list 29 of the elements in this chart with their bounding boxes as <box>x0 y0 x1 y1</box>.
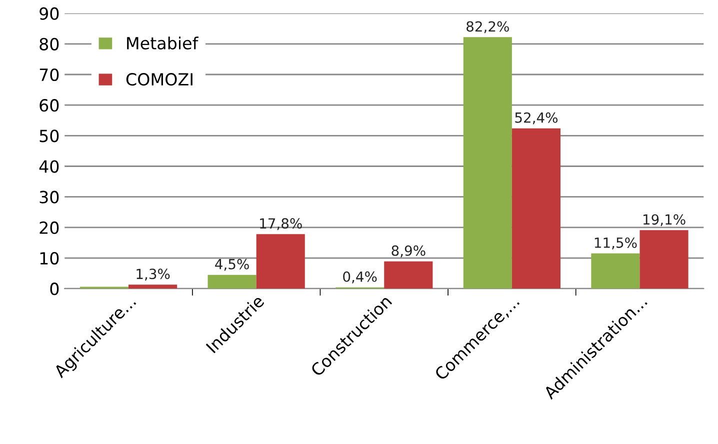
y-tick-label: 20 <box>40 221 59 234</box>
y-tick-label: 70 <box>40 68 59 82</box>
bar <box>463 37 512 289</box>
data-label: 1,3% <box>136 268 170 281</box>
bar <box>384 261 433 289</box>
data-label: 17,8% <box>260 218 302 230</box>
bar <box>128 284 178 289</box>
y-tick-label: 90 <box>40 7 59 20</box>
data-label: 11,5% <box>594 237 637 250</box>
data-label: 4,5% <box>215 258 249 271</box>
data-label: 8,9% <box>392 245 426 258</box>
bar <box>640 230 688 289</box>
y-tick-label: 80 <box>40 38 59 50</box>
data-label: 82,2% <box>466 21 509 34</box>
y-tick-label: 30 <box>40 190 59 204</box>
y-tick-label: 40 <box>39 160 59 173</box>
bar <box>591 253 640 289</box>
bar <box>256 234 305 289</box>
y-tick-label: 10 <box>40 252 59 265</box>
data-label: 52,4% <box>515 112 558 124</box>
y-tick-label: 60 <box>40 99 59 112</box>
y-tick-label: 0 <box>50 282 59 296</box>
legend-label: COMOZI <box>126 73 192 86</box>
legend-label: Metabief <box>127 36 198 50</box>
bar <box>512 128 560 289</box>
data-label: 0,4% <box>343 271 377 284</box>
data-label: 19,1% <box>643 214 686 226</box>
y-tick-label: 50 <box>40 130 59 142</box>
bar <box>208 274 256 289</box>
